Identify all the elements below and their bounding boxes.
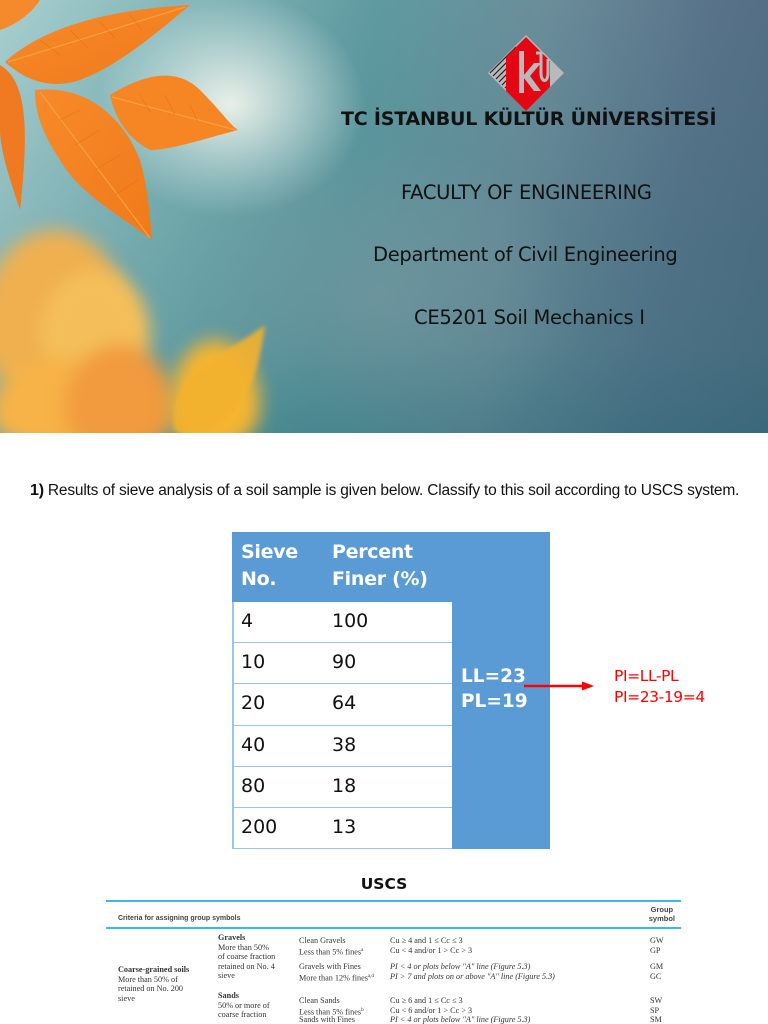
table-top-rule: [106, 900, 681, 902]
group-label: Clean Gravels: [299, 936, 346, 945]
finer-cell: 90: [332, 651, 357, 674]
fines-text: Less than 5% fines: [299, 947, 362, 957]
header-line: Sieve: [241, 541, 298, 563]
limits-column: [452, 602, 550, 849]
symbol-sp: SP: [650, 1005, 660, 1015]
finer-cell: 38: [332, 733, 357, 756]
fines-label: Less than 5% finesa: [299, 947, 364, 957]
finer-cell: 100: [332, 610, 369, 632]
header-line: symbol: [648, 914, 675, 923]
soil-desc-line: retained on No. 200: [118, 984, 184, 993]
sieve-cell: 40: [241, 733, 266, 756]
symbol-gw: GW: [650, 936, 664, 945]
finer-cell: 64: [332, 692, 357, 715]
university-name: TC İSTANBUL KÜLTÜR ÜNİVERSİTESİ: [341, 108, 717, 130]
sands-cell: Sands 50% or more of coarse fraction: [218, 991, 270, 1020]
gravels-desc-line: sieve: [218, 971, 235, 980]
sands-desc-line: 50% or more of: [218, 1000, 270, 1010]
sieve-cell: 4: [241, 610, 254, 632]
criteria-sw: Cu ≥ 6 and 1 ≤ Cc ≤ 3: [390, 996, 463, 1005]
symbol-gm: GM: [650, 962, 664, 971]
table-body: 4 100 10 90 20 64 40 38 80 18 200 13: [232, 602, 452, 850]
department-name: Department of Civil Engineering: [373, 243, 678, 266]
clean-gravels-cell: Clean Gravels Less than 5% finesa: [299, 936, 363, 957]
group-symbol-header: Group symbol: [649, 905, 675, 923]
table-row: 4 100: [234, 602, 452, 644]
table-row: 200 13: [234, 807, 452, 850]
criteria-gw: Cu ≥ 4 and 1 ≤ Cc ≤ 3: [390, 936, 463, 945]
sieve-cell: 20: [241, 692, 266, 715]
finer-cell: 13: [332, 815, 357, 838]
sieve-cell: 200: [241, 815, 278, 838]
gravels-desc-line: retained on No. 4: [218, 961, 275, 971]
arrow-right-icon: [524, 681, 594, 691]
sands-label: Sands: [218, 991, 239, 1000]
soil-class-cell: Coarse-grained soils More than 50% of re…: [118, 965, 189, 1003]
fines-text: Less than 5% fines: [299, 1007, 362, 1017]
symbol-sm: SM: [650, 1015, 662, 1024]
uscs-body: Coarse-grained soils More than 50% of re…: [106, 929, 681, 1024]
header-line: Finer (%): [332, 568, 428, 590]
soil-class-label: Coarse-grained soils: [118, 965, 190, 974]
criteria-sp: Cu < 6 and/or 1 > Cc > 3: [390, 1005, 473, 1015]
finer-cell: 18: [332, 774, 357, 797]
symbol-gp: GP: [650, 945, 661, 955]
symbol-sw: SW: [650, 996, 663, 1005]
uscs-header: Criteria for assigning group symbols Gro…: [106, 902, 681, 927]
header-line: No.: [241, 568, 277, 590]
table-header: Sieve No. Percent Finer (%): [232, 532, 550, 602]
gravels-with-fines-cell: Gravels with Fines More than 12% finesa,…: [299, 962, 374, 983]
problem-number: 1): [30, 482, 44, 499]
liquid-limit: LL=23: [461, 666, 526, 687]
soil-desc-line: More than 50% of: [118, 974, 178, 984]
header-line: Percent: [332, 541, 413, 563]
header-sieve-no: Sieve No.: [241, 539, 298, 593]
fines-label: More than 12% finesa,d: [299, 973, 374, 983]
table-row: 10 90: [234, 643, 452, 685]
iku-diamond-logo: [488, 35, 564, 111]
sieve-cell: 10: [241, 651, 266, 674]
yellow-leaf: [173, 325, 265, 433]
orange-leaves: [0, 0, 238, 241]
fines-text: More than 12% fines: [299, 973, 368, 983]
soil-desc-line: sieve: [118, 993, 135, 1003]
criteria-gm: PI < 4 or plots below "A" line (Figure 5…: [390, 962, 531, 971]
sieve-analysis-table: Sieve No. Percent Finer (%) 4 100 10 90 20…: [232, 532, 550, 850]
table-row: 20 64: [234, 684, 452, 726]
table-row: 40 38: [234, 725, 452, 767]
gravels-cell: Gravels More than 50% of coarse fraction…: [218, 933, 275, 981]
title-slide: TC İSTANBUL KÜLTÜR ÜNİVERSİTESİ FACULTY …: [0, 0, 768, 433]
uscs-criteria-table: Criteria for assigning group symbols Gro…: [106, 900, 681, 1024]
criteria-sm: PI < 4 or plots below "A" line (Figure 5…: [390, 1015, 531, 1024]
gravels-desc-line: of coarse fraction: [218, 952, 276, 961]
sands-with-fines-label: Sands with Fines: [299, 1015, 355, 1024]
plasticity-index-annotation: PI=LL-PL PI=23-19=4: [614, 666, 705, 708]
gravels-label: Gravels: [218, 933, 246, 942]
problem-statement: 1) Results of sieve analysis of a soil s…: [30, 480, 765, 501]
faculty-name: FACULTY OF ENGINEERING: [401, 181, 652, 204]
atterberg-limits: LL=23 PL=19: [461, 664, 528, 714]
sieve-cell: 80: [241, 774, 266, 797]
uscs-title: USCS: [360, 875, 408, 893]
header-line: Group: [650, 905, 674, 914]
group-label: Gravels with Fines: [299, 962, 361, 971]
fines-label: Less than 5% finesb: [299, 1007, 364, 1017]
sands-desc-line: coarse fraction: [218, 1010, 267, 1019]
criteria-gp: Cu < 4 and/or 1 > Cc > 3: [390, 945, 473, 955]
criteria-gc: PI > 7 and plots on or above "A" line (F…: [390, 971, 555, 981]
table-row: 80 18: [234, 766, 452, 808]
header-percent-finer: Percent Finer (%): [332, 539, 428, 593]
group-label: Clean Sands: [299, 996, 340, 1005]
table-header-rule: [106, 927, 681, 929]
symbol-gc: GC: [650, 971, 662, 981]
gravels-desc-line: More than 50%: [218, 942, 269, 952]
criteria-header: Criteria for assigning group symbols: [118, 915, 241, 922]
pi-formula: PI=LL-PL: [614, 667, 679, 685]
course-name: CE5201 Soil Mechanics I: [414, 306, 645, 329]
pi-result: PI=23-19=4: [614, 688, 705, 706]
plastic-limit: PL=19: [461, 691, 528, 712]
clean-sands-cell: Clean Sands Less than 5% finesb: [299, 996, 364, 1017]
problem-text: Results of sieve analysis of a soil samp…: [43, 482, 740, 499]
